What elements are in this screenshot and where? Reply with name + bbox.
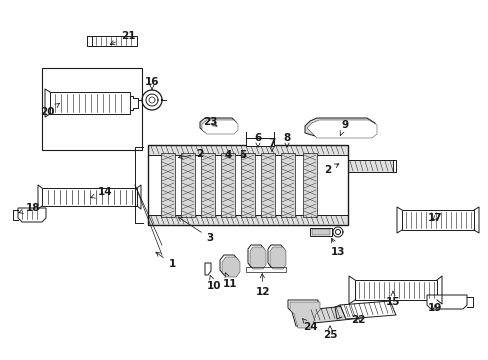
Polygon shape	[204, 263, 210, 275]
Text: 18: 18	[19, 203, 40, 213]
Text: 17: 17	[427, 213, 442, 223]
Text: 25: 25	[322, 326, 337, 340]
Bar	[281, 153, 294, 217]
Bar	[148, 145, 347, 155]
Text: 7: 7	[268, 138, 275, 151]
Bar	[347, 160, 392, 172]
Bar	[221, 153, 235, 217]
Polygon shape	[306, 305, 361, 323]
Polygon shape	[222, 257, 240, 277]
Text: 2: 2	[324, 164, 338, 175]
Bar	[245, 138, 273, 146]
Polygon shape	[287, 300, 317, 326]
Bar	[401, 210, 473, 230]
Text: 10: 10	[206, 275, 221, 291]
Text: 13: 13	[330, 238, 345, 257]
Polygon shape	[249, 247, 265, 269]
Text: 6: 6	[254, 133, 261, 147]
Text: 22: 22	[350, 315, 365, 325]
Polygon shape	[289, 302, 319, 328]
Text: 1: 1	[156, 252, 175, 269]
Text: 11: 11	[223, 273, 237, 289]
Polygon shape	[200, 118, 236, 132]
Text: 5: 5	[239, 150, 246, 160]
Text: 14: 14	[91, 187, 112, 198]
Text: 23: 23	[203, 117, 217, 127]
Bar	[309, 228, 331, 236]
Polygon shape	[267, 245, 284, 267]
Bar	[161, 153, 175, 217]
Text: 20: 20	[40, 103, 60, 117]
Polygon shape	[220, 255, 238, 275]
Polygon shape	[305, 118, 374, 136]
Text: 3: 3	[178, 217, 213, 243]
Text: 12: 12	[255, 274, 270, 297]
Text: 21: 21	[110, 31, 135, 45]
Bar	[354, 280, 436, 300]
Polygon shape	[269, 247, 285, 269]
Polygon shape	[339, 301, 395, 319]
Polygon shape	[18, 208, 46, 222]
Bar	[201, 153, 215, 217]
Bar	[148, 145, 347, 225]
Bar	[245, 267, 285, 272]
Bar	[241, 153, 254, 217]
Bar	[92, 36, 137, 46]
Polygon shape	[426, 295, 466, 309]
Text: 16: 16	[144, 77, 159, 90]
Text: 8: 8	[283, 133, 290, 147]
Bar	[311, 229, 329, 235]
Bar	[181, 153, 195, 217]
Polygon shape	[202, 120, 238, 134]
Polygon shape	[247, 245, 264, 267]
Text: 2: 2	[178, 149, 203, 159]
Text: 4: 4	[224, 150, 231, 160]
Polygon shape	[306, 120, 376, 138]
Bar	[303, 153, 316, 217]
Bar	[148, 215, 347, 225]
Text: 9: 9	[340, 120, 348, 135]
Bar	[42, 188, 137, 206]
Bar	[50, 92, 130, 114]
Bar	[261, 153, 274, 217]
Bar	[42, 68, 142, 150]
Text: 15: 15	[385, 291, 400, 307]
Text: 24: 24	[302, 319, 317, 332]
Text: 19: 19	[427, 303, 441, 313]
